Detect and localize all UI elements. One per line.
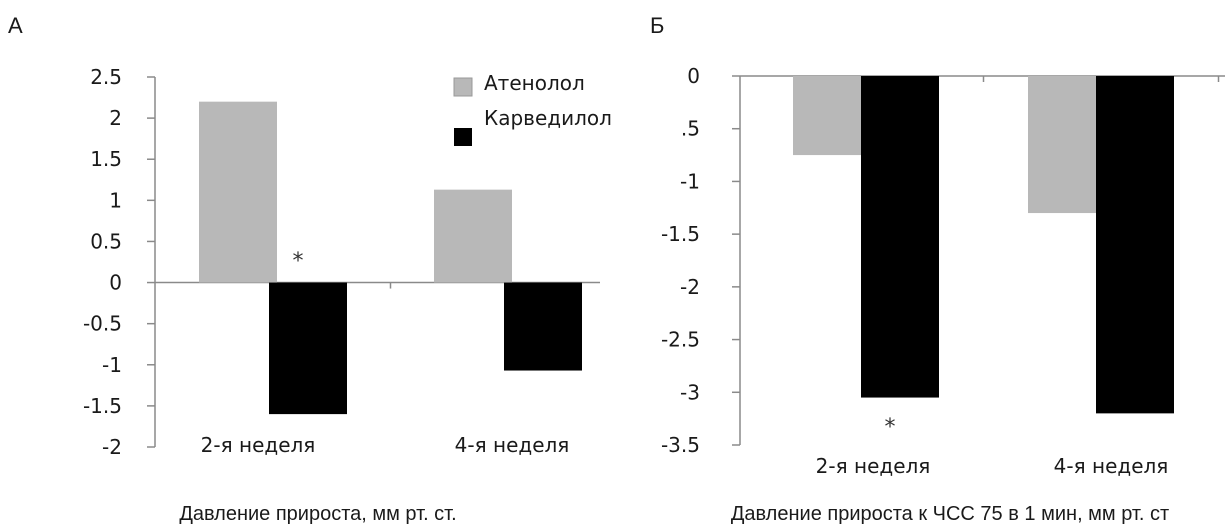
category-label-week4: 4-я неделя <box>1054 454 1169 478</box>
category-label-week4: 4-я неделя <box>455 433 570 457</box>
panel-label-a: А <box>8 13 23 38</box>
category-label-week2: 2-я неделя <box>201 433 316 457</box>
panel-label-b: Б <box>650 13 664 38</box>
chart-panel-a: А 2.5 2 1.5 1 0.5 0 -0.5 -1 -1.5 -2 2-я неделя 4-… <box>8 13 612 525</box>
bar-carvedilol-week4 <box>1096 76 1174 414</box>
bar-atenolol-week2 <box>793 76 871 156</box>
legend-swatch-carvedilol <box>454 128 472 146</box>
x-axis-caption: Давление прироста к ЧСС 75 в 1 мин, мм р… <box>731 503 1169 525</box>
legend-label-atenolol: Атенолол <box>484 71 585 95</box>
y-tick-label: 1.5 <box>90 147 122 171</box>
y-tick-label: 2 <box>109 106 122 130</box>
y-tick-label: -1 <box>102 353 122 377</box>
legend-swatch-atenolol <box>453 77 473 97</box>
legend: Атенолол Карведилол <box>453 71 612 146</box>
y-tick-label: -2 <box>102 435 122 459</box>
y-tick-label: 0 <box>109 271 122 295</box>
category-label-week2: 2-я неделя <box>816 454 931 478</box>
chart-panel-b: Б 0 .5 -1 -1.5 -2 -2.5 -3 -3.5 2-я неделя 4-я н… <box>650 13 1225 525</box>
bar-carvedilol-week2 <box>861 76 939 398</box>
y-tick-label: .5 <box>681 117 700 141</box>
significance-marker: * <box>885 415 896 440</box>
bar-atenolol-week4 <box>434 189 512 283</box>
y-tick-label: 2.5 <box>90 65 122 89</box>
bar-atenolol-week4 <box>1028 76 1106 214</box>
significance-marker: * <box>293 249 304 274</box>
bar-carvedilol-week4 <box>504 282 582 371</box>
legend-label-carvedilol: Карведилол <box>484 106 612 130</box>
y-tick-label: -1.5 <box>661 222 700 246</box>
y-tick-label: -1 <box>680 169 700 193</box>
y-tick-label: 0.5 <box>90 229 122 253</box>
y-tick-label: -2 <box>680 275 700 299</box>
y-tick-label: 0 <box>687 64 700 88</box>
bar-carvedilol-week2 <box>269 282 347 415</box>
y-tick-label: -2.5 <box>661 328 700 352</box>
y-tick-label: 1 <box>109 188 122 212</box>
y-tick-label: -1.5 <box>83 394 122 418</box>
x-axis-caption: Давление прироста, мм рт. ст. <box>179 503 456 525</box>
y-tick-label: -3.5 <box>661 433 700 457</box>
y-tick-label: -0.5 <box>83 312 122 336</box>
bar-atenolol-week2 <box>199 101 277 283</box>
y-tick-label: -3 <box>680 380 700 404</box>
